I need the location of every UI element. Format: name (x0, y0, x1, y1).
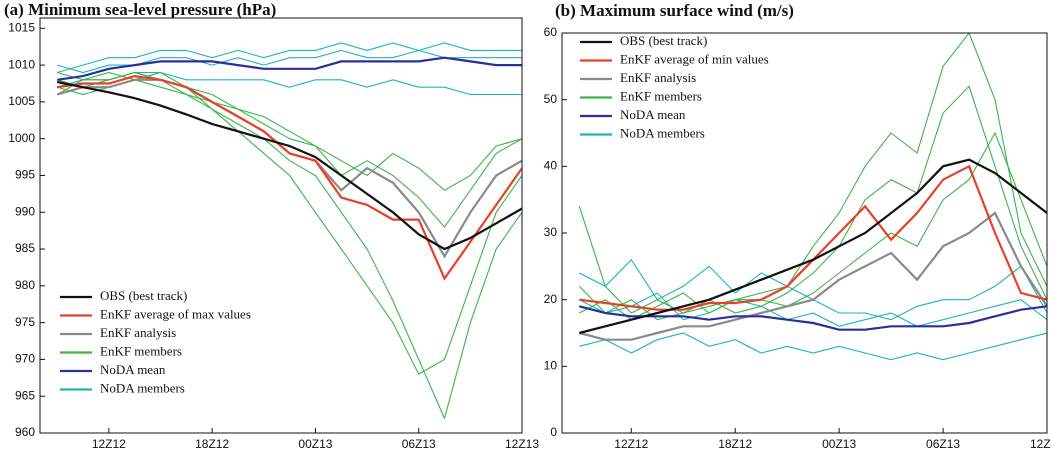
y-tick-label: 40 (544, 159, 558, 173)
series-line (56, 78, 522, 259)
legend-label: EnKF analysis (100, 325, 176, 340)
y-tick-label: 20 (544, 292, 558, 306)
series-line (56, 80, 522, 251)
legend-label: EnKF analysis (620, 70, 696, 85)
y-tick-label: 0 (550, 425, 557, 439)
series-line (579, 332, 1047, 361)
y-tick-label: 990 (15, 204, 35, 218)
legend-label: NoDA members (620, 125, 705, 140)
series-line (579, 211, 1047, 341)
plot-frame (561, 32, 1048, 434)
x-tick-label: 12Z13 (505, 437, 539, 451)
series-line (57, 71, 522, 191)
y-tick-label: 1000 (8, 131, 35, 145)
y-tick-label: 1005 (8, 94, 35, 108)
series-line (57, 74, 522, 281)
series-line (579, 305, 1047, 331)
plot-frame (39, 17, 523, 434)
chart-title: (b) Maximum surface wind (m/s) (555, 1, 794, 20)
x-tick-label: 00Z13 (822, 437, 856, 451)
series-line (579, 158, 1047, 335)
series-line (57, 42, 522, 74)
x-tick-label: 06Z13 (402, 437, 436, 451)
y-tick-label: 985 (15, 241, 35, 255)
legend-label: EnKF average of min values (620, 51, 769, 66)
legend-label: NoDA members (100, 380, 185, 395)
series-line (57, 71, 522, 96)
x-tick-label: 00Z13 (298, 437, 332, 451)
legend-label: EnKF members (100, 343, 182, 358)
y-tick-label: 1015 (8, 20, 35, 34)
legend-label: OBS (best track) (100, 288, 187, 303)
y-tick-label: 975 (15, 315, 35, 329)
legend-label: OBS (best track) (620, 33, 707, 48)
x-tick-label: 12Z13 (1030, 437, 1051, 451)
legend-label: EnKF average of max values (100, 306, 251, 321)
y-tick-label: 960 (15, 425, 35, 439)
y-tick-label: 50 (544, 92, 558, 106)
legend-label: EnKF members (620, 88, 702, 103)
x-tick-label: 06Z13 (926, 437, 960, 451)
y-tick-label: 965 (15, 388, 35, 402)
legend-label: NoDA mean (100, 362, 166, 377)
y-tick-label: 30 (544, 225, 558, 239)
y-tick-label: 60 (544, 25, 558, 39)
series-line (578, 33, 1047, 314)
x-tick-label: 18Z12 (195, 437, 229, 451)
y-tick-label: 970 (15, 352, 35, 366)
series-line (578, 85, 1047, 321)
series-line (579, 131, 1047, 321)
chart-title: (a) Minimum sea-level pressure (hPa) (4, 0, 276, 19)
y-tick-label: 980 (15, 278, 35, 292)
legend-label: NoDA mean (620, 107, 686, 122)
y-tick-label: 995 (15, 168, 35, 182)
x-tick-label: 12Z12 (92, 437, 126, 451)
x-tick-label: 18Z12 (718, 437, 752, 451)
x-tick-label: 12Z12 (614, 437, 648, 451)
series-line (579, 292, 1047, 327)
series-line (57, 56, 522, 81)
y-tick-label: 1010 (8, 57, 35, 71)
y-tick-label: 10 (544, 359, 558, 373)
